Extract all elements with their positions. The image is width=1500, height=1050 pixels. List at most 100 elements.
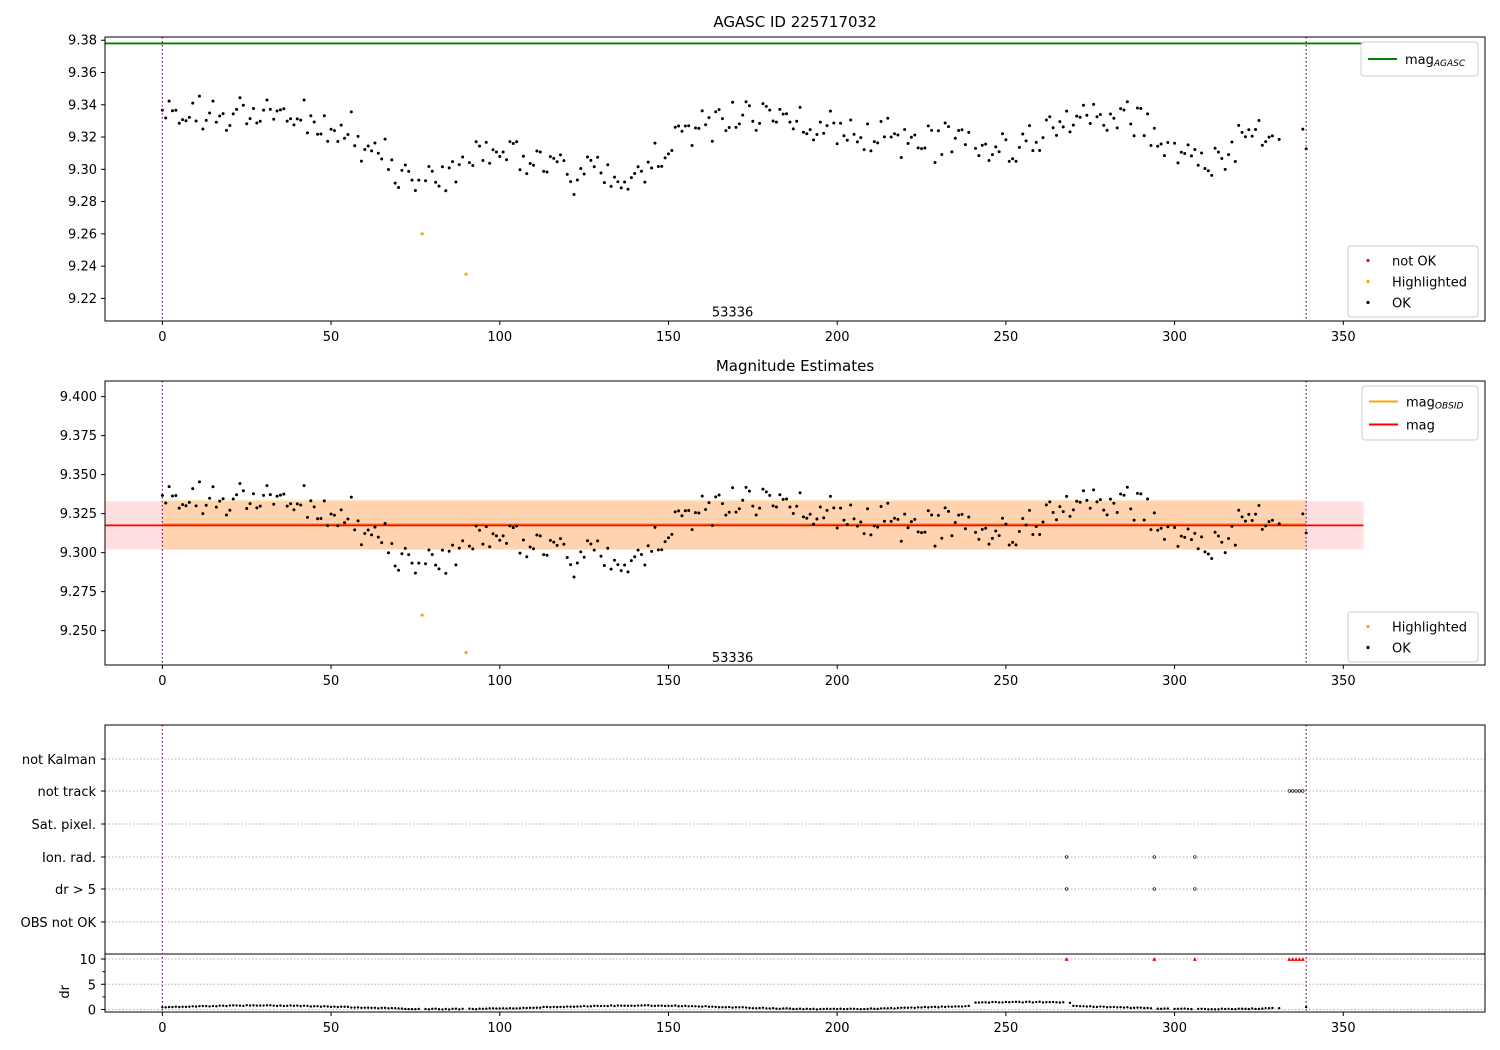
panel3-dr-point: [802, 1007, 805, 1011]
panel1-ok-point: [859, 136, 863, 140]
panel3-dr-point: [687, 1005, 690, 1008]
panel1-ok-point: [1024, 139, 1028, 143]
panel1-ok-point: [1183, 151, 1187, 155]
panel2-ok-point: [680, 514, 684, 518]
panel1-ok-point: [825, 124, 829, 128]
panel3-dr-point: [1186, 1007, 1190, 1011]
panel2-ok-point: [440, 548, 444, 552]
panel1-ok-point: [1149, 144, 1153, 148]
panel2-ok-point: [1098, 498, 1102, 502]
panel1-ok-point: [920, 147, 924, 151]
panel1-ok-point: [305, 131, 309, 135]
panel1-ok-point: [275, 109, 279, 113]
panel3-dr-point: [545, 1005, 549, 1009]
panel1-ok-point: [1230, 140, 1234, 144]
panel2-ok-point: [535, 533, 539, 537]
panel2-ok-point: [160, 493, 164, 497]
panel1-ok-point: [950, 150, 954, 154]
panel1-ok-point: [656, 165, 660, 169]
panel3-dr-point: [960, 1005, 964, 1008]
panel1-ok-point: [899, 156, 903, 160]
panel3-dr-point: [1024, 1000, 1028, 1004]
panel1-ok-point: [697, 126, 701, 130]
panel3-dr-point: [589, 1005, 593, 1008]
panel1-ok-point: [1146, 112, 1150, 116]
panel3-dr-point: [461, 1007, 464, 1010]
panel2-ok-point: [272, 502, 276, 506]
panel3-dr-point: [208, 1005, 211, 1008]
panel3-dr-point: [599, 1004, 603, 1008]
panel3-dr-point: [714, 1005, 717, 1009]
panel3-dr-point: [1183, 1007, 1186, 1010]
panel3-dr-point: [501, 1007, 505, 1010]
panel1-ok-point: [943, 121, 947, 125]
panel2-ytick-label: 9.375: [60, 429, 97, 444]
panel2-ok-point: [1034, 525, 1038, 529]
panel1-ok-point: [444, 189, 448, 193]
panel1-ok-point: [1011, 157, 1015, 161]
panel2-ok-point: [572, 575, 576, 579]
panel3-dr-point: [940, 1005, 943, 1008]
panel3-dr-point: [1041, 1001, 1045, 1004]
panel3-dr-point: [198, 1004, 201, 1008]
panel3-dr-point: [1230, 1007, 1234, 1011]
panel3-dr-point: [1223, 1007, 1227, 1011]
panel1-ok-point: [1088, 121, 1092, 125]
panel2-ok-point: [393, 564, 397, 568]
panel3-dr-point: [309, 1005, 313, 1008]
panel1-ok-point: [427, 165, 431, 169]
panel2-ok-point: [896, 517, 900, 521]
panel1-status-legend: not OK Highlighted OK: [1347, 245, 1479, 318]
panel1-ok-point: [214, 120, 218, 124]
panel2-ok-point: [1213, 530, 1217, 534]
panel1-ok-point: [1034, 140, 1038, 144]
panel2-ok-point: [893, 516, 897, 520]
panel1-ok-point: [845, 138, 849, 142]
panel2-ytick-label: 9.300: [60, 546, 97, 561]
panel3-dr-point: [228, 1004, 232, 1007]
panel2-ok-point: [1027, 508, 1031, 512]
panel1-ok-point: [744, 100, 748, 104]
panel1-ok-point: [542, 169, 546, 173]
panel1-ok-point: [1173, 141, 1177, 145]
panel3-flag-label: Sat. pixel.: [32, 818, 96, 833]
panel2-status-legend-label: OK: [1392, 642, 1411, 657]
panel1-ok-point: [1156, 144, 1160, 148]
panel1-ok-point: [653, 141, 657, 145]
panel3-dr-point: [701, 1005, 704, 1008]
panel3-dr-point: [1102, 1005, 1105, 1008]
panel3-dr-point: [387, 1007, 390, 1010]
panel1-ok-point: [599, 171, 603, 175]
panel2-ok-point: [882, 519, 886, 523]
panel3-dr-point: [1129, 1006, 1132, 1010]
panel1-ok-point: [336, 140, 340, 144]
panel1-ok-point: [498, 155, 502, 159]
panel3-dr-point: [194, 1005, 198, 1008]
panel3-dr-point: [812, 1007, 815, 1011]
panel2-ok-point: [336, 524, 340, 528]
panel3-dr-point: [987, 1001, 991, 1004]
panel3-dr-point: [181, 1005, 184, 1008]
panel1-ok-point: [774, 120, 778, 124]
panel1-ok-point: [511, 141, 515, 145]
panel2-ok-point: [639, 552, 643, 556]
panel2-ok-point: [616, 563, 620, 567]
panel1-ok-point: [370, 149, 374, 153]
panel2-ok-point: [994, 529, 998, 533]
panel2-ok-point: [1135, 491, 1139, 495]
panel2-ok-point: [174, 494, 178, 498]
panel3-dr-point: [822, 1007, 825, 1011]
panel2-ok-point: [1176, 544, 1180, 548]
panel2-ok-point: [1017, 529, 1021, 533]
panel1-ok-point: [1189, 154, 1193, 158]
panel3-dr-point: [677, 1005, 680, 1008]
panel3-dr-point: [1062, 1001, 1065, 1004]
panel2-ok-point: [903, 512, 907, 516]
panel1-ok-point: [1264, 140, 1268, 144]
panel2-ok-point: [1024, 523, 1028, 527]
panel3-dr-point: [282, 1004, 286, 1008]
panel3-dr-point: [505, 1007, 508, 1010]
panel3-dr-point: [292, 1004, 296, 1008]
panel2-ok-point: [353, 528, 357, 532]
panel2-ok-point: [248, 502, 252, 506]
